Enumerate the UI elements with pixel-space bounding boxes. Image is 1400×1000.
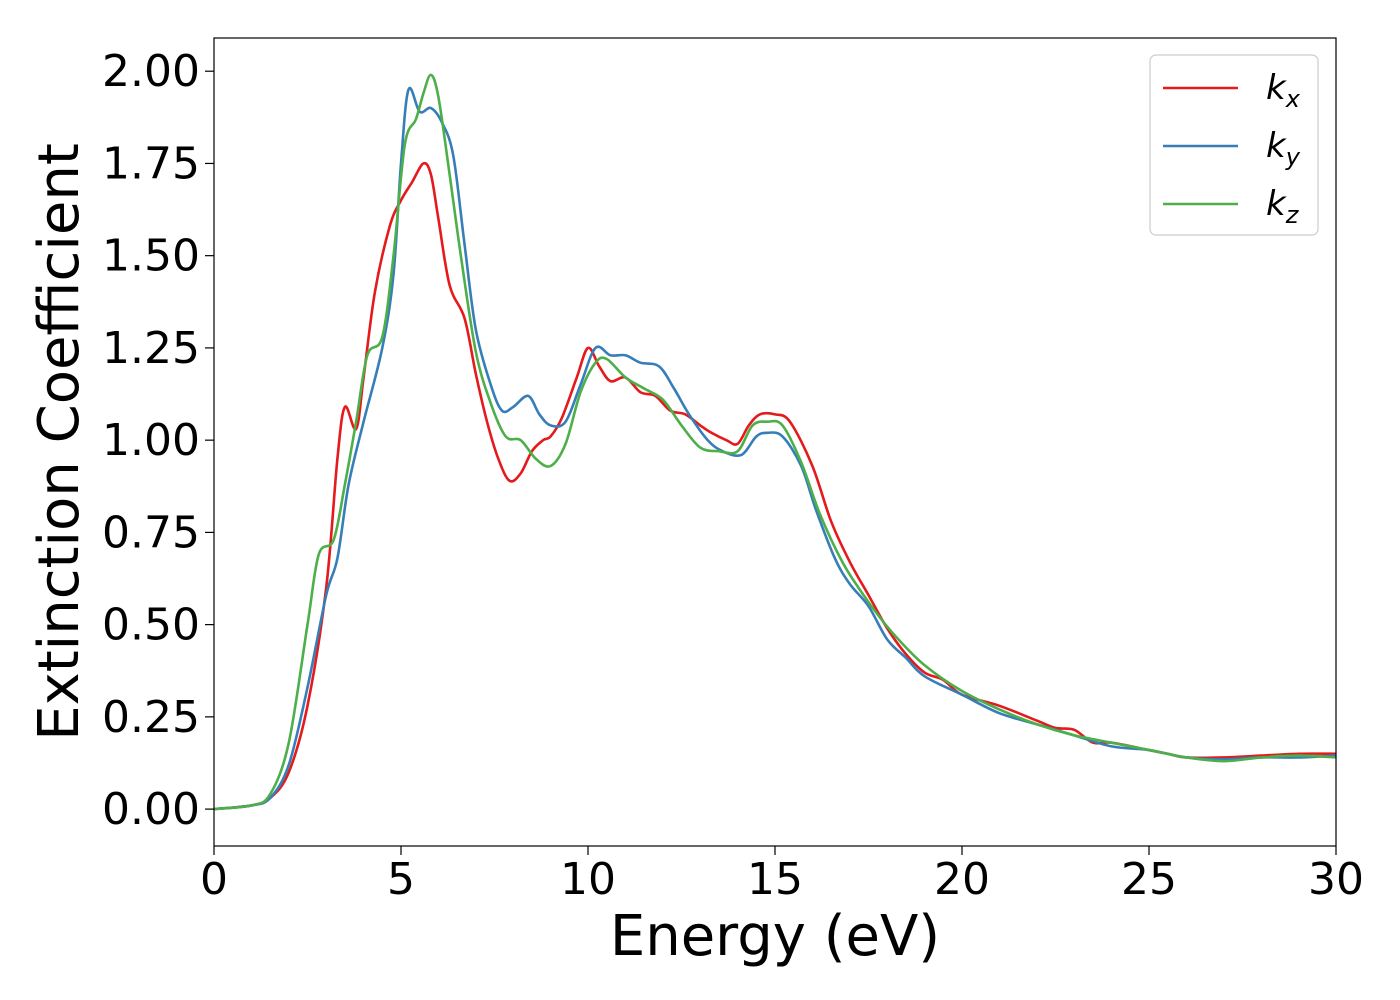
y-axis-title: Extinction Coefficient (27, 143, 92, 741)
y-tick-label: 2.00 (102, 46, 200, 97)
y-tick-label: 0.50 (102, 600, 200, 651)
series-layer (214, 73, 1336, 811)
series-line-ky (214, 86, 1336, 811)
y-tick-label: 0.00 (102, 784, 200, 835)
series-line-kz (214, 73, 1336, 811)
y-tick-label: 1.75 (102, 138, 200, 189)
x-axis-title: Energy (eV) (610, 904, 940, 969)
legend: kx ky kz (1149, 54, 1319, 236)
y-tick-label: 0.75 (102, 507, 200, 558)
x-tick-label: 15 (747, 854, 803, 905)
y-tick-label: 1.25 (102, 323, 200, 374)
x-tick-label: 30 (1308, 854, 1364, 905)
legend-label-kx: kx (1266, 68, 1301, 113)
legend-label-kz: kz (1266, 184, 1300, 229)
x-tick-label: 25 (1121, 854, 1177, 905)
y-tick-label: 1.00 (102, 415, 200, 466)
ticks-layer: 0 5 10 15 20 25 30 0.00 0.25 0.50 0.75 1.00 1.25 1.50… (102, 46, 1364, 905)
x-tick-label: 10 (560, 854, 616, 905)
y-tick-label: 1.50 (102, 231, 200, 282)
x-tick-label: 5 (387, 854, 415, 905)
x-tick-label: 0 (200, 854, 228, 905)
x-tick-label: 20 (934, 854, 990, 905)
legend-label-ky: ky (1266, 126, 1301, 171)
y-tick-label: 0.25 (102, 692, 200, 743)
